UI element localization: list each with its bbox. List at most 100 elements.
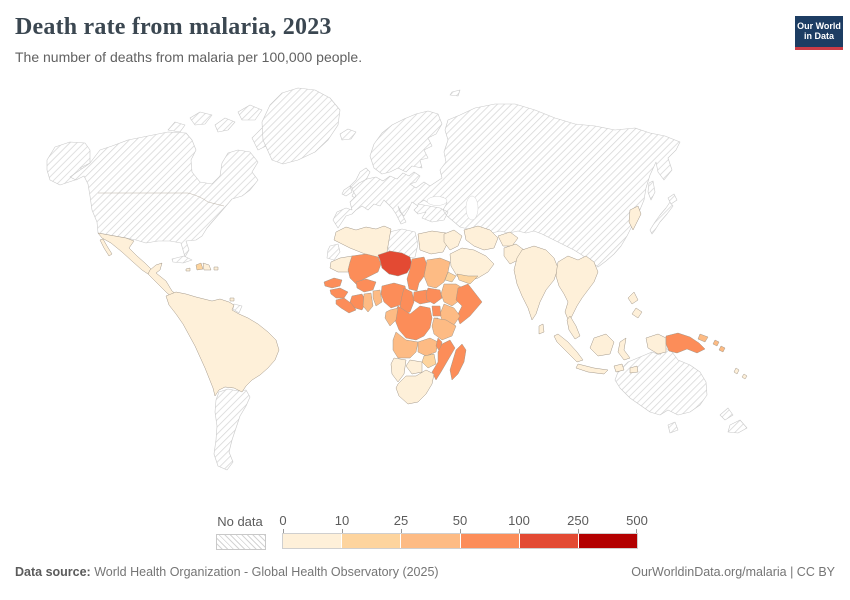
country-india[interactable] — [513, 245, 559, 321]
chart-header: Death rate from malaria, 2023 The number… — [15, 14, 785, 65]
country-afghanistan[interactable] — [497, 231, 519, 247]
region-arctic-islands-2 — [189, 111, 213, 126]
region-arctic-islands-3 — [214, 117, 236, 133]
country-drc[interactable] — [394, 305, 433, 341]
map-legend: No data 0 10 25 50 100 250 500 — [0, 508, 850, 554]
country-moluccas[interactable] — [629, 365, 639, 374]
country-philippines-north[interactable] — [627, 291, 639, 305]
legend-band-10-25 — [342, 534, 402, 548]
country-trinidad[interactable] — [229, 297, 235, 302]
country-sudan[interactable] — [423, 257, 451, 289]
legend-color-bar[interactable] — [282, 533, 638, 549]
country-borneo[interactable] — [589, 333, 615, 357]
country-botswana[interactable] — [405, 359, 423, 375]
legend-tick-50: 50 — [452, 513, 468, 528]
chart-footer: Data source: World Health Organization -… — [0, 565, 850, 579]
country-chad[interactable] — [406, 256, 428, 292]
country-mozambique[interactable] — [431, 339, 456, 381]
country-papua-new-guinea[interactable] — [665, 332, 706, 354]
legend-band-250-500 — [578, 534, 638, 548]
country-puerto-rico[interactable] — [213, 266, 219, 271]
country-south-america[interactable] — [165, 291, 280, 397]
region-scandinavia — [369, 110, 443, 175]
country-korea[interactable] — [628, 205, 642, 231]
country-levant-iraq[interactable] — [443, 229, 463, 251]
region-australia — [614, 347, 708, 416]
country-ghana[interactable] — [362, 292, 374, 313]
country-eritrea[interactable] — [444, 271, 457, 283]
country-congo-gabon[interactable] — [384, 307, 399, 327]
owid-logo[interactable]: Our World in Data — [795, 16, 843, 50]
country-solomon-2[interactable] — [718, 345, 726, 353]
country-west-new-guinea[interactable] — [645, 333, 667, 355]
country-egypt[interactable] — [417, 230, 449, 255]
country-sri-lanka[interactable] — [538, 323, 545, 335]
country-togo-benin[interactable] — [372, 289, 383, 307]
data-source-label: Data source: — [15, 565, 91, 579]
country-somalia[interactable] — [455, 283, 483, 325]
region-new-zealand-south — [727, 419, 748, 434]
legend-band-25-50 — [401, 534, 461, 548]
country-south-africa[interactable] — [395, 369, 435, 405]
legend-tick-0: 0 — [279, 513, 287, 528]
country-se-asia[interactable] — [555, 255, 599, 323]
region-eurasia — [332, 103, 681, 268]
region-hokkaido — [667, 193, 678, 205]
country-zimbabwe[interactable] — [421, 353, 437, 369]
country-dominican-republic[interactable] — [202, 262, 212, 271]
region-alaska — [46, 141, 91, 186]
legend-band-50-100 — [460, 534, 520, 548]
country-senegal[interactable] — [323, 277, 343, 289]
country-namibia[interactable] — [390, 357, 407, 383]
country-timor[interactable] — [613, 363, 625, 373]
country-ivory-coast[interactable] — [349, 293, 367, 311]
region-southern-cone — [213, 388, 251, 471]
license-link[interactable]: OurWorldinData.org/malaria | CC BY — [631, 565, 835, 579]
country-burkina-faso[interactable] — [355, 278, 377, 293]
region-arctic-islands-4 — [237, 104, 263, 121]
country-sumatra[interactable] — [553, 333, 584, 363]
region-sakhalin — [647, 180, 656, 201]
country-haiti[interactable] — [195, 262, 204, 271]
region-new-zealand-north — [719, 407, 734, 421]
chart-subtitle: The number of deaths from malaria per 10… — [15, 49, 363, 65]
country-malay-peninsula[interactable] — [566, 315, 581, 340]
region-ireland — [341, 185, 353, 197]
no-data-swatch[interactable] — [216, 534, 266, 550]
country-fiji[interactable] — [741, 373, 748, 380]
country-vanuatu[interactable] — [733, 367, 740, 375]
country-madagascar[interactable] — [449, 343, 467, 381]
country-yemen[interactable] — [456, 273, 479, 285]
legend-tick-500: 500 — [626, 513, 648, 528]
country-philippines-south[interactable] — [631, 307, 643, 319]
region-cuba — [171, 255, 193, 264]
data-source-text: World Health Organization - Global Healt… — [90, 565, 439, 579]
country-sulawesi[interactable] — [617, 337, 631, 361]
country-nw-africa[interactable] — [333, 225, 392, 259]
country-baja[interactable] — [99, 238, 113, 257]
chart-title: Death rate from malaria, 2023 — [15, 14, 332, 40]
region-svalbard — [449, 89, 461, 97]
country-guinea[interactable] — [329, 287, 349, 299]
data-source: Data source: World Health Organization -… — [15, 565, 439, 579]
country-sierra-leone-liberia[interactable] — [335, 297, 357, 314]
legend-band-100-250 — [519, 534, 579, 548]
legend-tick-250: 250 — [567, 513, 589, 528]
country-uganda[interactable] — [431, 305, 442, 317]
country-mali[interactable] — [347, 253, 382, 285]
country-java[interactable] — [575, 363, 609, 375]
country-arabia[interactable] — [449, 247, 495, 283]
country-angola[interactable] — [392, 331, 419, 359]
region-arctic-islands-1 — [167, 121, 186, 133]
country-niger[interactable] — [377, 250, 413, 277]
no-data-label: No data — [217, 514, 263, 529]
country-solomon-1[interactable] — [712, 339, 720, 347]
country-iran[interactable] — [463, 225, 499, 251]
country-south-sudan[interactable] — [425, 287, 443, 305]
country-new-britain[interactable] — [697, 333, 709, 343]
region-libya — [386, 228, 419, 260]
country-jamaica[interactable] — [185, 267, 191, 272]
country-tanzania[interactable] — [431, 317, 457, 341]
country-zambia[interactable] — [417, 337, 439, 357]
country-central-america[interactable] — [147, 262, 177, 298]
